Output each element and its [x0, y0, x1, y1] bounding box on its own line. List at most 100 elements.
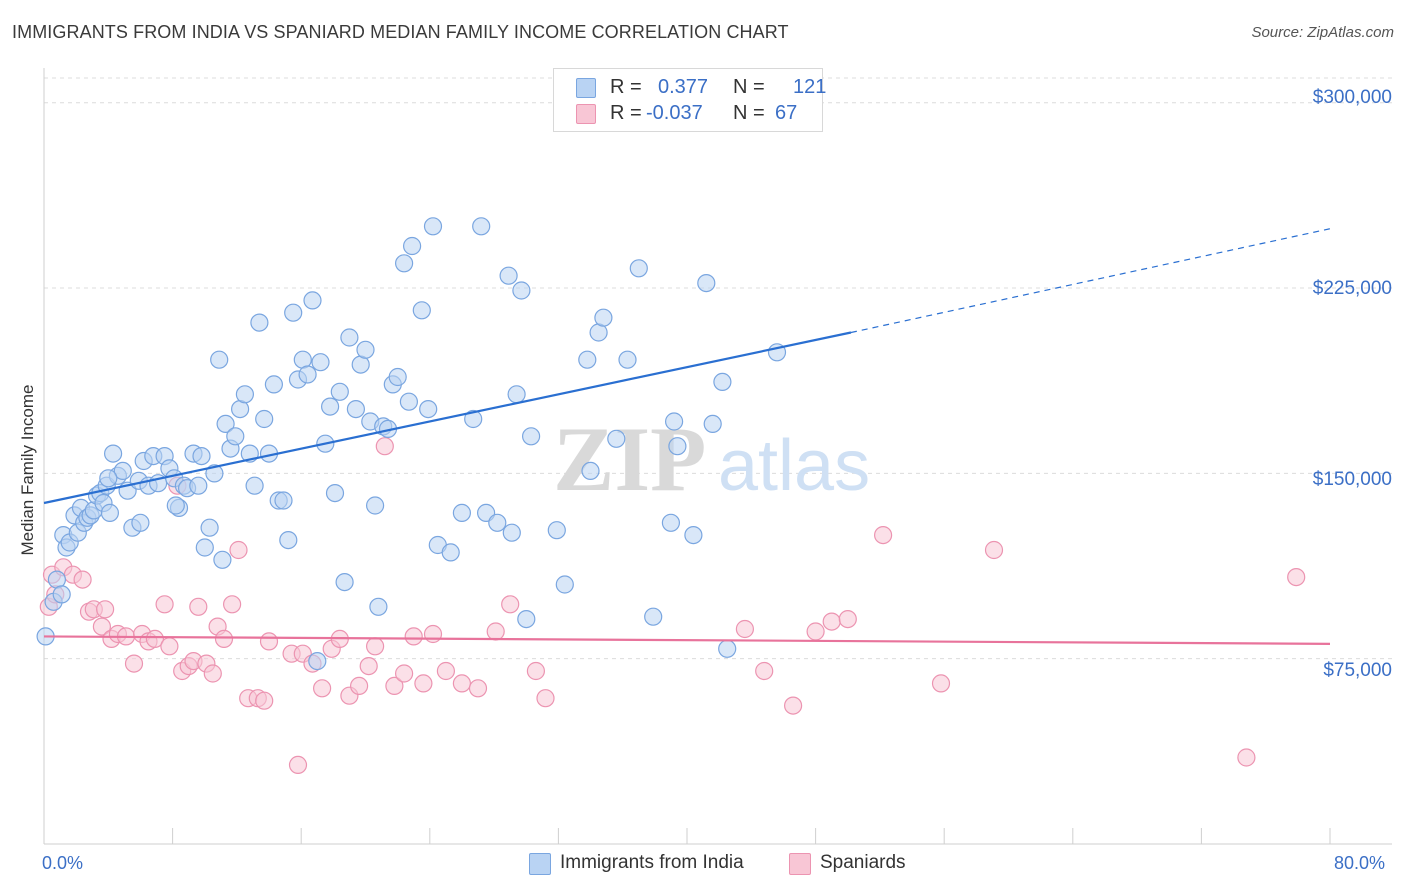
india-point-96	[512, 281, 531, 300]
spaniards-point-5	[73, 570, 92, 589]
spaniards-point-42	[350, 676, 369, 696]
india-point-104	[594, 308, 613, 327]
india-point-36	[189, 476, 208, 495]
india-point-120	[166, 496, 185, 515]
india-point-100	[555, 575, 574, 594]
y-tick-label-150k: $150,000	[1312, 469, 1392, 490]
spaniards-point-44	[366, 637, 385, 656]
india-point-82	[403, 236, 422, 256]
india-point-87	[441, 543, 460, 562]
spaniards-point-9	[95, 600, 115, 619]
spaniards-point-59	[755, 661, 774, 681]
spaniards-point-17	[155, 595, 174, 614]
watermark: ZIP atlas	[553, 408, 870, 510]
india-point-60	[298, 365, 317, 384]
india-point-42	[213, 550, 232, 569]
india-point-116	[718, 639, 737, 658]
spaniards-point-60	[783, 696, 803, 715]
india-point-108	[644, 607, 663, 626]
india-point-68	[335, 572, 354, 592]
india-point-115	[713, 372, 732, 391]
india-trend-line	[43, 331, 852, 505]
india-point-88	[452, 503, 471, 523]
india-point-66	[325, 484, 345, 503]
india-point-85	[423, 217, 443, 236]
spaniards-point-35	[288, 755, 308, 775]
india-point-101	[578, 350, 597, 369]
spaniards-point-48	[404, 627, 423, 646]
spaniards-point-67	[1237, 748, 1256, 767]
india-point-89	[464, 409, 483, 429]
india-point-79	[388, 367, 407, 387]
spaniards-point-16	[145, 629, 164, 649]
india-point-18	[100, 503, 120, 523]
india-point-105	[607, 429, 626, 448]
spaniards-point-54	[486, 622, 505, 641]
india-point-95	[507, 385, 526, 404]
india-point-94	[502, 523, 521, 542]
india-point-49	[245, 476, 264, 495]
bottom-legend-swatch-spain	[789, 853, 811, 875]
spaniards-point-45	[375, 437, 394, 456]
india-point-106	[618, 350, 637, 369]
y-axis-title: Median Family Income	[18, 384, 37, 556]
india-point-93	[499, 266, 518, 285]
spaniards-point-33	[259, 632, 279, 651]
spaniards-point-57	[536, 689, 555, 708]
india-point-92	[488, 513, 507, 532]
spaniards-point-49	[414, 674, 433, 693]
india-point-118	[99, 469, 118, 488]
spaniards-trend-line	[43, 635, 1331, 645]
spaniards-point-13	[124, 654, 144, 673]
india-point-3	[52, 585, 71, 604]
india-point-113	[697, 274, 716, 293]
spaniards-point-66	[984, 540, 1004, 560]
india-point-107	[629, 259, 648, 278]
y-tick-label-300k: $300,000	[1312, 87, 1392, 108]
india-point-80	[395, 254, 414, 273]
chart-title: IMMIGRANTS FROM INDIA VS SPANIARD MEDIAN…	[12, 22, 789, 42]
india-point-53	[264, 375, 283, 394]
source-label: Source: ZipAtlas.com	[1251, 24, 1394, 41]
india-point-45	[226, 427, 245, 446]
india-point-62	[308, 651, 327, 671]
legend-n-value-india: 121	[793, 76, 827, 98]
bottom-legend-swatch-india	[529, 853, 551, 875]
spaniards-point-8	[92, 617, 112, 636]
legend-r-value-india: 0.377	[658, 76, 709, 98]
bottom-legend-label-spain: Spaniards	[820, 852, 906, 873]
legend-n-label-india: N =	[733, 76, 765, 98]
legend-n-value-spain: 67	[775, 102, 798, 124]
spaniards-point-38	[313, 679, 332, 698]
india-point-112	[684, 525, 703, 545]
india-point-90	[472, 217, 491, 236]
india-point-51	[255, 409, 274, 429]
y-tick-label-75k: $75,000	[1323, 660, 1392, 681]
legend-swatch-india	[576, 78, 596, 98]
legend-n-label-spain: N =	[733, 102, 765, 124]
india-point-114	[703, 414, 722, 433]
india-point-102	[581, 461, 600, 480]
india-point-75	[369, 597, 388, 616]
spaniards-point-28	[223, 595, 242, 614]
india-point-111	[668, 437, 687, 456]
india-point-38	[195, 538, 214, 557]
india-point-70	[346, 400, 365, 419]
india-point-39	[200, 518, 219, 537]
india-point-83	[412, 301, 431, 320]
india-point-99	[547, 521, 566, 540]
india-point-98	[521, 427, 541, 446]
legend-swatch-spain	[576, 104, 596, 124]
spaniards-point-53	[468, 679, 488, 698]
india-point-97	[517, 609, 536, 629]
spaniards-point-32	[255, 691, 274, 710]
india-point-119	[131, 513, 150, 532]
spaniards-point-61	[806, 622, 825, 641]
spaniards-point-46	[385, 676, 404, 696]
spaniards-point-62	[822, 612, 841, 631]
axes	[43, 68, 1392, 845]
correlation-legend: R = 0.377 N = 121 R = -0.037 N = 67	[553, 68, 827, 132]
trend-lines	[43, 228, 1331, 645]
india-point-67	[330, 382, 349, 401]
